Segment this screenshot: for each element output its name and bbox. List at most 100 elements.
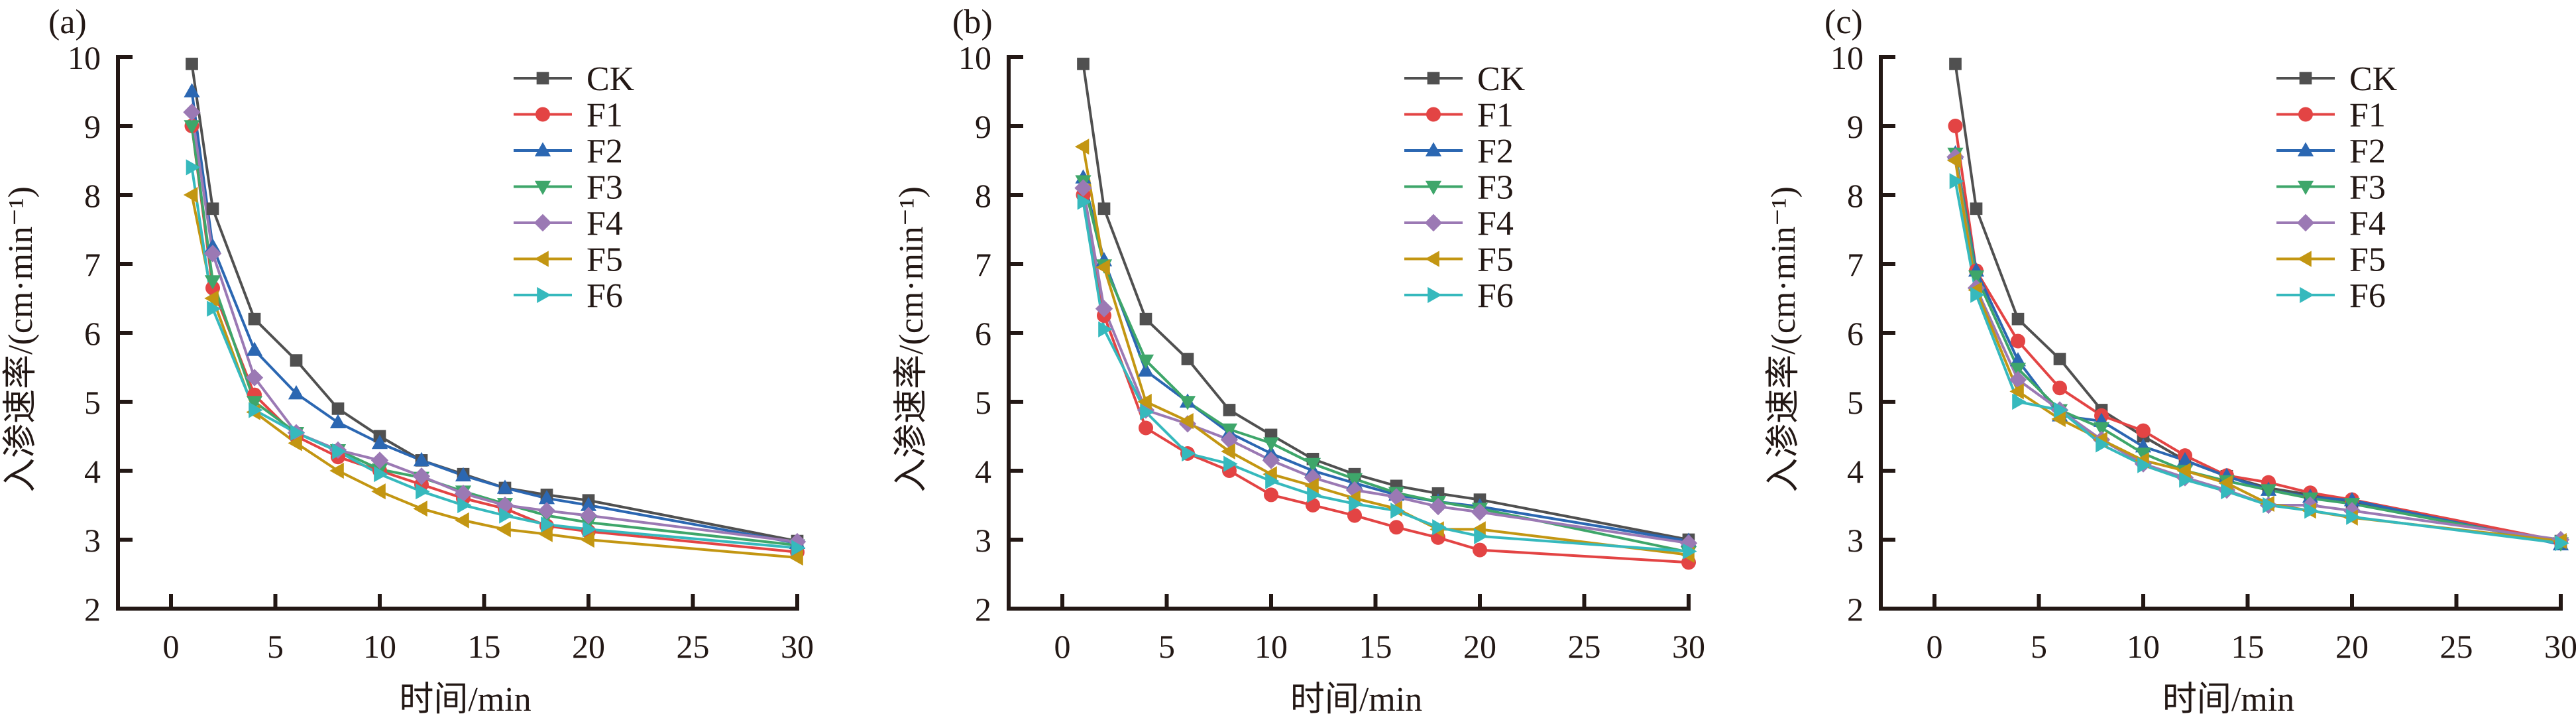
y-tick-label: 3 [975,522,991,559]
triangle-right-marker [1432,519,1447,536]
legend-item-f6: F6 [514,277,623,315]
legend-label: CK [1477,60,1526,98]
series-markers-f1 [1076,188,1696,570]
triangle-up-marker [2009,351,2027,367]
legend-label: F1 [2349,97,2386,135]
x-tick-label: 0 [163,628,180,665]
triangle-right-marker [332,443,347,459]
triangle-down-marker [1179,396,1196,410]
y-axis-title: 入渗速率/(cm·min⁻¹) [2,186,40,493]
legend-item-f6: F6 [2276,277,2386,315]
y-axis-title: 入渗速率/(cm·min⁻¹) [1765,186,1803,493]
y-tick-label: 6 [1847,315,1864,352]
legend-item-f1: F1 [2276,97,2386,135]
y-tick-label: 7 [975,246,991,283]
x-axis-title: 时间/min [399,681,531,719]
circle-marker [1473,542,1487,558]
triangle-right-marker [2263,497,2277,514]
triangle-down-marker [2093,422,2110,437]
diamond-marker [203,245,222,263]
legend-label: F4 [1477,205,1514,243]
series-markers-f6 [186,159,806,556]
diamond-marker [1424,213,1443,232]
x-tick-label: 0 [1927,628,1943,665]
x-tick-label: 15 [468,628,501,665]
legend-label: F6 [1477,277,1514,315]
circle-marker [1347,508,1362,523]
triangle-left-marker [496,521,511,538]
square-marker [1427,72,1440,85]
legend-item-f5: F5 [2276,241,2386,279]
triangle-left-marker [1179,413,1194,430]
legend-item-f1: F1 [514,97,623,135]
triangle-left-marker [329,462,344,479]
triangle-up-marker [538,489,555,505]
diamond-marker [1387,488,1406,506]
series-f3 [190,125,798,547]
triangle-right-marker [583,521,597,538]
series-line-f5 [1082,146,1689,556]
legend-item-f5: F5 [514,241,623,279]
x-tick-label: 20 [572,628,605,665]
legend-item-f2: F2 [1404,133,1514,170]
triangle-left-marker [371,483,386,500]
x-tick-label: 15 [1359,628,1392,665]
legend-label: F4 [587,205,623,243]
triangle-up-marker [1425,142,1442,156]
triangle-right-marker [1223,455,1238,472]
series-line-f2 [1954,153,2561,546]
series-ck [1954,64,2561,543]
triangle-left-marker [2176,462,2191,479]
triangle-up-marker [534,142,551,156]
x-tick-label: 10 [363,628,396,665]
series-line-f1 [190,125,798,554]
circle-marker [1139,420,1153,436]
series-f2 [1954,153,2561,546]
triangle-right-marker [2054,402,2068,418]
triangle-down-marker [1425,180,1442,196]
triangle-right-marker [2300,286,2314,304]
triangle-left-marker [455,512,469,528]
x-tick-label: 20 [2335,628,2369,665]
legend-item-f4: F4 [1404,205,1514,243]
triangle-left-marker [534,251,549,267]
square-marker [1181,353,1194,365]
triangle-down-marker [246,396,263,410]
series-f5 [1082,146,1689,556]
triangle-up-marker [184,83,200,97]
triangle-left-marker [2051,410,2066,428]
square-marker [2299,72,2312,85]
square-marker [1097,202,1111,215]
triangle-down-marker [2297,180,2314,196]
diamond-marker [2009,371,2027,389]
triangle-right-marker [186,159,201,176]
y-tick-label: 6 [975,315,991,352]
y-tick-label: 3 [84,522,101,559]
diamond-marker [1262,451,1280,469]
diamond-marker [1471,503,1489,521]
series-markers-f6 [1077,194,1697,560]
series-markers-f3 [1947,147,2569,552]
y-tick-label: 7 [1847,246,1864,283]
x-tick-label: 25 [2440,628,2473,665]
y-tick-label: 9 [975,108,991,145]
square-marker [331,402,345,415]
x-tick-label: 25 [677,628,710,665]
legend-item-f4: F4 [514,205,623,243]
series-markers-f6 [1949,173,2569,552]
diamond-marker [1220,431,1239,449]
triangle-up-marker [455,467,472,482]
legend-label: F3 [587,169,623,207]
triangle-right-marker [1390,503,1405,519]
circle-marker [1948,119,1963,133]
triangle-up-marker [1137,362,1154,377]
triangle-right-marker [2012,393,2027,410]
triangle-up-marker [413,451,430,467]
legend-label: F3 [2349,169,2386,207]
x-tick-label: 5 [267,628,284,665]
triangle-right-marker [1077,194,1092,210]
triangle-up-marker [371,434,388,450]
square-marker [1949,58,1962,70]
